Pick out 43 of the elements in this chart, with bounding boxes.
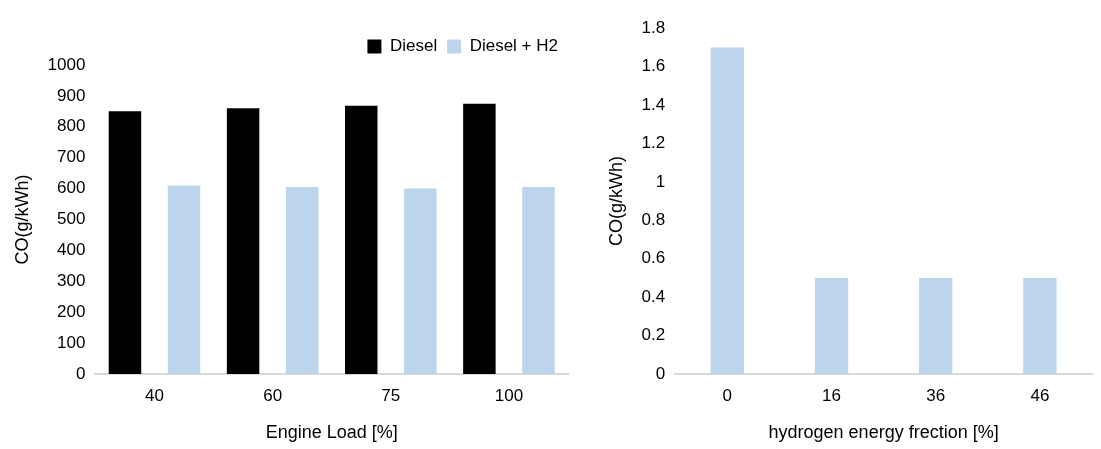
y-tick-label: 0.4 — [641, 286, 666, 306]
x-axis-title: Engine Load [%] — [265, 422, 398, 443]
y-tick-label: 1.8 — [641, 17, 666, 37]
bar — [404, 188, 437, 374]
y-tick-label: 0 — [655, 363, 666, 383]
y-axis-title: CO(g/kWh) — [605, 156, 626, 247]
bar — [226, 108, 260, 374]
y-tick-label: 400 — [57, 240, 86, 260]
y-tick-label: 1.2 — [641, 133, 666, 153]
y-tick-label: 100 — [57, 332, 86, 352]
y-axis-title: CO(g/kWh) — [11, 174, 32, 265]
x-axis-title: hydrogen energy frection [%] — [768, 422, 999, 443]
x-tick-label: 36 — [926, 385, 946, 405]
bar — [285, 187, 319, 374]
legend-label: Diesel — [389, 36, 438, 56]
y-tick-label: 600 — [57, 178, 86, 198]
y-tick-label: 0.2 — [641, 325, 666, 345]
y-tick-label: 700 — [57, 147, 86, 167]
x-tick-label: 16 — [822, 385, 841, 405]
y-tick-label: 200 — [57, 301, 86, 321]
y-tick-label: 500 — [57, 209, 86, 229]
legend-label: Diesel + H2 — [469, 36, 559, 56]
bar — [463, 103, 496, 374]
y-tick-label: 1.6 — [641, 56, 666, 76]
bar — [522, 187, 555, 374]
y-tick-label: 0 — [75, 363, 86, 383]
y-tick-label: 800 — [57, 116, 86, 136]
bar — [345, 105, 378, 374]
y-tick-label: 0.6 — [641, 248, 666, 268]
y-tick-label: 900 — [57, 85, 86, 105]
x-tick-label: 46 — [1030, 385, 1050, 405]
y-tick-label: 0.8 — [641, 210, 666, 229]
bar — [108, 111, 142, 374]
x-tick-label: 75 — [381, 385, 401, 405]
x-tick-label: 40 — [145, 385, 164, 405]
bar — [167, 185, 201, 374]
x-tick-label: 60 — [263, 385, 283, 405]
y-tick-label: 1.4 — [641, 94, 666, 114]
y-tick-label: 300 — [57, 270, 86, 290]
x-tick-label: 100 — [494, 385, 524, 405]
y-tick-label: 1000 — [47, 54, 86, 74]
x-tick-label: 0 — [722, 385, 733, 405]
y-tick-label: 1 — [655, 171, 666, 191]
